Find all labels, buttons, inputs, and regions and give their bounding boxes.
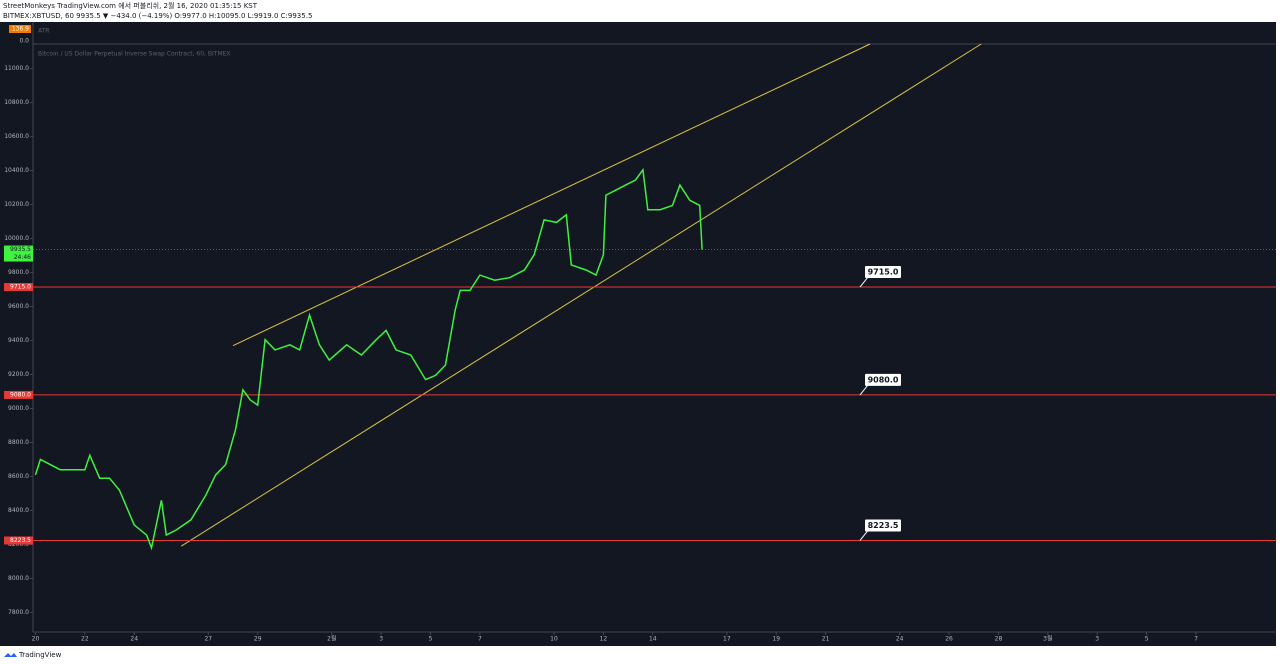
level-callout-tail [859, 276, 869, 288]
level-callout-label: 8223.5 [868, 521, 899, 530]
indicator-value: 136.9 [12, 26, 29, 33]
price-line [34, 167, 703, 551]
y-tick-label: 8800.0 [8, 439, 29, 446]
indicator-tag [9, 25, 31, 33]
x-tick-label: 7 [1194, 636, 1198, 643]
x-tick-label: 22 [81, 636, 89, 643]
x-tick-label: 7 [478, 636, 482, 643]
countdown-label: 24:46 [14, 254, 31, 261]
y-tick-label: 9200.0 [8, 371, 29, 378]
level-axis-tag [4, 283, 33, 292]
x-tick-label: 24 [896, 636, 904, 643]
level-axis-tag [4, 390, 33, 399]
x-tick-label: 20 [32, 636, 40, 643]
x-tick-label: 19 [772, 636, 780, 643]
level-callout-tail [859, 530, 869, 541]
y-tick-label: 9800.0 [8, 269, 29, 276]
footer-brand: TradingView [18, 651, 62, 659]
trendline [180, 43, 982, 547]
level-callout [865, 266, 901, 279]
x-tick-label: 17 [723, 636, 731, 643]
header-line2: BITMEX:XBTUSD, 60 9935.5 ▼ −434.0 (−4.19… [3, 12, 312, 20]
y-tick-label: 10000.0 [4, 235, 29, 242]
last-price-label: 9935.5 [10, 246, 31, 253]
x-tick-label: 3월 [1043, 635, 1052, 643]
header-line1: StreetMonkeys TradingView.com 에서 퍼블리쉬, 2… [3, 1, 258, 10]
level-callout [865, 519, 901, 532]
y-tick-label: 9600.0 [8, 303, 29, 310]
level-axis-label: 9715.0 [10, 284, 31, 291]
level-callout-tail [859, 384, 869, 396]
x-tick-label: 26 [945, 636, 953, 643]
level-callout [865, 373, 901, 386]
y-tick-label: 10600.0 [4, 133, 29, 140]
x-tick-label: 10 [550, 636, 558, 643]
indicator-axis-label: 0.0 [19, 38, 29, 45]
x-tick-label: 12 [600, 636, 608, 643]
y-tick-label: 10800.0 [4, 99, 29, 106]
y-tick-label: 10400.0 [4, 167, 29, 174]
level-callout-label: 9080.0 [868, 375, 899, 384]
footer: TradingView [4, 651, 62, 659]
footer-logo [4, 653, 17, 657]
last-price-tag [4, 245, 33, 262]
level-axis-tag [4, 536, 33, 545]
x-tick-label: 3 [379, 636, 383, 643]
y-tick-label: 8600.0 [8, 473, 29, 480]
x-tick-label: 21 [822, 636, 830, 643]
x-tick-label: 14 [649, 636, 657, 643]
y-tick-label: 9000.0 [8, 405, 29, 412]
x-tick-label: 27 [204, 636, 212, 643]
level-axis-label: 9080.0 [10, 391, 31, 398]
x-tick-label: 5 [429, 636, 433, 643]
y-tick-label: 8000.0 [8, 575, 29, 582]
y-tick-label: 8400.0 [8, 507, 29, 514]
x-tick-label: 29 [254, 636, 262, 643]
x-tick-label: 3 [1095, 636, 1099, 643]
chart-background [0, 22, 1276, 646]
y-tick-label: 10200.0 [4, 201, 29, 208]
level-callout-label: 9715.0 [868, 268, 899, 277]
x-tick-label: 28 [995, 636, 1003, 643]
x-tick-label: 5 [1145, 636, 1149, 643]
indicator-name: ATR [38, 28, 49, 35]
chart-subtitle: Bitcoin / US Dollar Perpetual Inverse Sw… [38, 51, 230, 58]
x-tick-label: 24 [130, 636, 138, 643]
trendline [232, 43, 871, 347]
y-tick-label: 11000.0 [4, 65, 29, 72]
y-tick-label: 7800.0 [8, 609, 29, 616]
y-tick-label: 9400.0 [8, 337, 29, 344]
x-tick-label: 2월 [327, 635, 336, 643]
level-axis-label: 8223.5 [10, 537, 31, 544]
